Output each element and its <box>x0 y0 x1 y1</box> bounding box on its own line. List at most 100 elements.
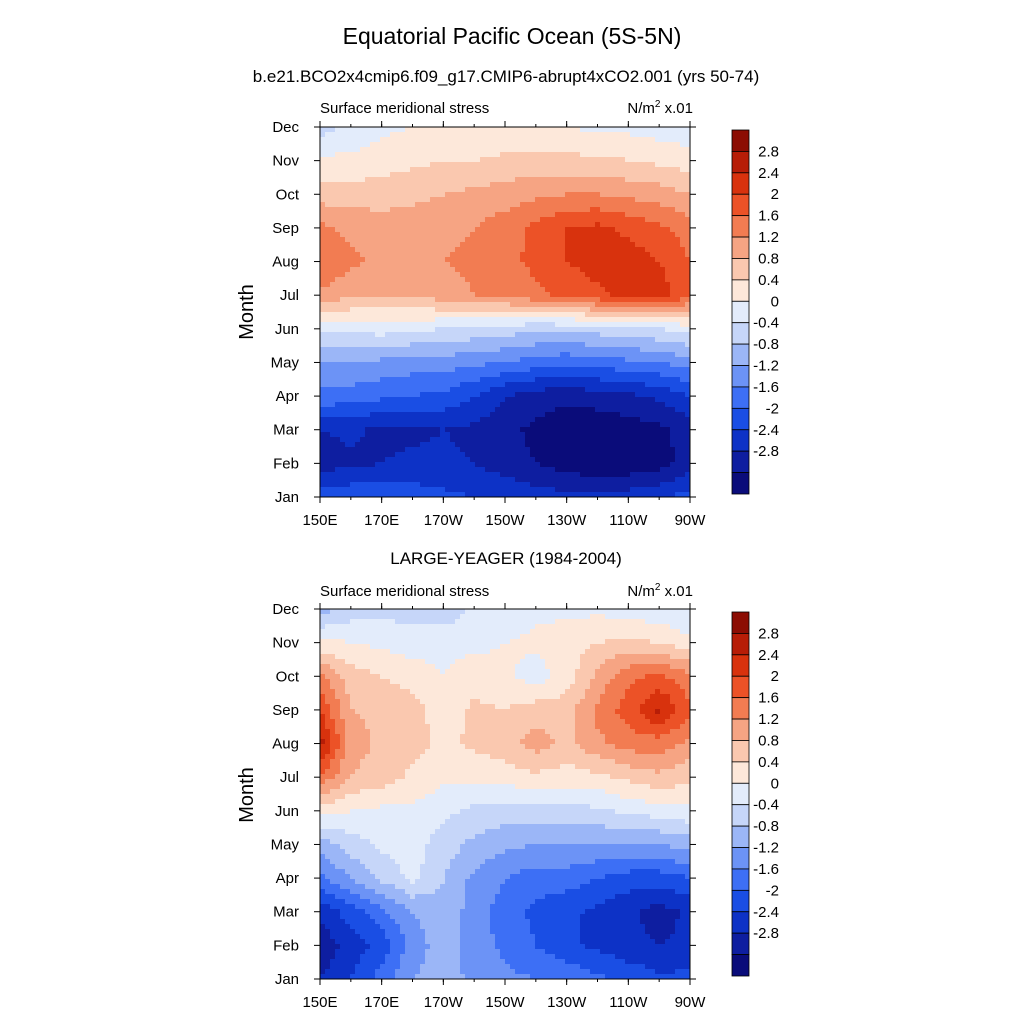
contour-cell <box>375 287 381 293</box>
contour-cell <box>540 147 546 153</box>
contour-cell <box>375 267 381 273</box>
contour-cell <box>640 407 646 413</box>
contour-cell <box>555 162 561 168</box>
contour-cell <box>535 347 541 353</box>
contour-cell <box>625 252 631 258</box>
contour-cell <box>455 397 461 403</box>
contour-cell <box>560 202 566 208</box>
contour-cell <box>665 322 671 328</box>
contour-cell <box>445 457 451 463</box>
contour-cell <box>570 257 576 263</box>
contour-cell <box>395 242 401 248</box>
contour-cell <box>620 327 626 333</box>
contour-cell <box>525 182 531 188</box>
contour-cell <box>500 227 506 233</box>
contour-cell <box>410 227 416 233</box>
contour-cell <box>640 307 646 313</box>
contour-cell <box>555 147 561 153</box>
contour-cell <box>630 212 636 218</box>
contour-cell <box>435 322 441 328</box>
contour-cell <box>460 207 466 213</box>
contour-cell <box>350 137 356 143</box>
contour-cell <box>605 282 611 288</box>
contour-cell <box>335 177 341 183</box>
contour-cell <box>450 267 456 273</box>
contour-cell <box>515 142 521 148</box>
contour-cell <box>500 397 506 403</box>
contour-cell <box>495 177 501 183</box>
contour-cell <box>495 317 501 323</box>
contour-cell <box>390 157 396 163</box>
contour-cell <box>330 227 336 233</box>
contour-cell <box>345 427 351 433</box>
contour-cell <box>540 327 546 333</box>
contour-cell <box>680 302 686 308</box>
contour-cell <box>525 132 531 138</box>
contour-cell <box>600 212 606 218</box>
contour-cell <box>435 317 441 323</box>
contour-cell <box>590 407 596 413</box>
contour-cell <box>470 202 476 208</box>
contour-cell <box>450 412 456 418</box>
contour-cell <box>355 312 361 318</box>
contour-cell <box>445 407 451 413</box>
contour-cell <box>430 432 436 438</box>
contour-cell <box>330 177 336 183</box>
contour-cell <box>350 197 356 203</box>
contour-cell <box>370 437 376 443</box>
contour-cell <box>635 277 641 283</box>
contour-cell <box>390 142 396 148</box>
contour-cell <box>480 272 486 278</box>
contour-cell <box>455 247 461 253</box>
contour-cell <box>445 347 451 353</box>
contour-cell <box>460 242 466 248</box>
contour-cell <box>660 402 666 408</box>
contour-cell <box>450 457 456 463</box>
contour-cell <box>540 362 546 368</box>
contour-cell <box>455 392 461 398</box>
contour-cell <box>530 227 536 233</box>
contour-cell <box>560 142 566 148</box>
contour-cell <box>555 207 561 213</box>
contour-cell <box>675 287 681 293</box>
contour-cell <box>435 387 441 393</box>
contour-cell <box>605 412 611 418</box>
contour-cell <box>390 337 396 343</box>
contour-cell <box>460 197 466 203</box>
contour-cell <box>610 402 616 408</box>
contour-cell <box>370 442 376 448</box>
contour-cell <box>345 222 351 228</box>
contour-cell <box>655 392 661 398</box>
contour-cell <box>395 457 401 463</box>
contour-cell <box>380 242 386 248</box>
contour-cell <box>330 202 336 208</box>
contour-cell <box>395 162 401 168</box>
contour-cell <box>350 237 356 243</box>
contour-cell <box>600 387 606 393</box>
contour-cell <box>375 437 381 443</box>
contour-cell <box>515 427 521 433</box>
contour-cell <box>520 362 526 368</box>
contour-cell <box>590 177 596 183</box>
contour-cell <box>650 272 656 278</box>
contour-cell <box>430 212 436 218</box>
contour-cell <box>370 347 376 353</box>
contour-cell <box>485 292 491 298</box>
contour-cell <box>575 337 581 343</box>
contour-cell <box>625 402 631 408</box>
contour-cell <box>350 302 356 308</box>
contour-cell <box>590 377 596 383</box>
contour-cell <box>520 172 526 178</box>
contour-cell <box>420 367 426 373</box>
contour-cell <box>330 212 336 218</box>
contour-cell <box>625 367 631 373</box>
contour-cell <box>660 377 666 383</box>
contour-cell <box>605 372 611 378</box>
contour-cell <box>400 192 406 198</box>
contour-cell <box>340 457 346 463</box>
contour-cell <box>345 442 351 448</box>
contour-cell <box>420 182 426 188</box>
contour-cell <box>335 452 341 458</box>
contour-cell <box>580 277 586 283</box>
contour-cell <box>430 342 436 348</box>
